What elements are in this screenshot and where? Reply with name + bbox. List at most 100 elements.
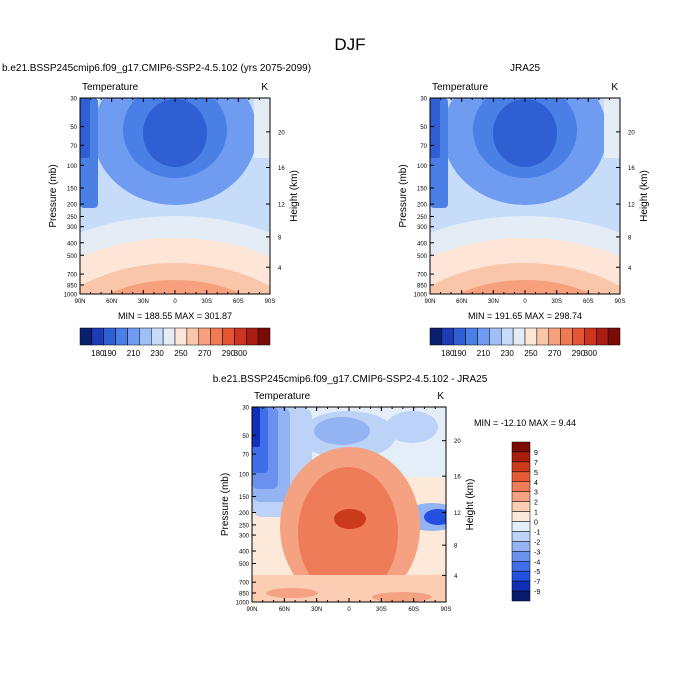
pressure-tick-label: 1000 <box>414 293 428 299</box>
panel-model: b.e21.BSSP245cmip6.f09_g17.CMIP6-SSP2-4.… <box>2 63 311 450</box>
colorbar-swatch <box>139 327 152 346</box>
diff-band-15 <box>266 588 318 598</box>
temp-band-12 <box>121 330 229 450</box>
lat-tick-label: 0 <box>523 299 527 305</box>
colorbar-label: -2 <box>534 539 540 546</box>
temp-band-5 <box>254 98 270 158</box>
colorbar-label: 1 <box>534 510 538 517</box>
pressure-tick-label: 400 <box>67 241 78 247</box>
temp-band-2 <box>143 99 207 167</box>
panel-obs-title: JRA25 <box>510 63 540 74</box>
height-tick-label: 20 <box>278 130 285 136</box>
pressure-tick-label: 100 <box>239 472 250 478</box>
colorbar-label: -5 <box>534 569 540 576</box>
pressure-tick-label: 50 <box>242 434 249 440</box>
pressure-tick-label: 50 <box>420 125 427 131</box>
lat-tick-label: 30N <box>311 607 322 613</box>
colorbar-label: 5 <box>534 470 538 477</box>
colorbar-swatch <box>511 491 531 502</box>
lat-tick-label: 90N <box>246 607 257 613</box>
colorbar-label: 290 <box>572 349 586 358</box>
colorbar-swatch <box>511 461 531 473</box>
height-tick-label: 20 <box>454 439 461 445</box>
lat-tick-label: 90N <box>424 299 435 305</box>
temp-band-9 <box>458 280 592 294</box>
panel-obs-units: K <box>611 82 618 93</box>
pressure-tick-label: 500 <box>239 562 250 568</box>
lat-tick-label: 90N <box>74 299 85 305</box>
height-tick-label: 8 <box>278 235 282 241</box>
temp-band-13 <box>145 348 205 448</box>
colorbar-swatch <box>511 501 531 512</box>
height-tick-label: 16 <box>454 475 461 481</box>
colorbar-swatch <box>222 327 235 346</box>
lat-tick-label: 60S <box>408 607 419 613</box>
colorbar-swatch <box>607 327 621 346</box>
pressure-tick-label: 150 <box>239 495 250 501</box>
panel-diff-contours <box>252 407 446 602</box>
colorbar-swatch <box>511 570 531 582</box>
colorbar-label: 3 <box>534 490 538 497</box>
colorbar-label: 270 <box>548 349 562 358</box>
pressure-tick-label: 1000 <box>64 293 78 299</box>
pressure-tick-label: 200 <box>239 511 250 517</box>
colorbar-label: 190 <box>453 349 467 358</box>
colorbar-label: 230 <box>501 349 515 358</box>
pressure-tick-label: 300 <box>417 225 428 231</box>
colorbar-swatch <box>151 327 164 346</box>
colorbar-swatch <box>511 561 531 572</box>
panel-diff-colorbar: 9 7 5 4 3 2 1 0 -1 -2 -3 -4 -5 -7 -9 <box>511 441 540 602</box>
colorbar-label: -1 <box>534 529 540 536</box>
temp-field <box>430 98 620 450</box>
panel-diff-axes: 305070100150200250300400500700850100090N… <box>220 406 476 614</box>
colorbar-label: 190 <box>103 349 117 358</box>
diff-band-13 <box>334 509 366 529</box>
colorbar-swatch <box>572 327 585 346</box>
temp-field <box>80 98 270 450</box>
panel-diff-stats: MIN = -12.10 MAX = 9.44 <box>474 418 576 428</box>
colorbar-swatch <box>511 531 531 542</box>
panel-obs-axes: 305070100150200250300400500700850100090N… <box>398 97 650 306</box>
page-title: DJF <box>334 35 365 54</box>
colorbar-swatch <box>584 327 597 346</box>
colorbar-swatch <box>511 580 531 592</box>
lat-tick-label: 0 <box>173 299 177 305</box>
pressure-tick-label: 700 <box>67 273 78 279</box>
colorbar-swatch <box>103 327 116 346</box>
panel-diff-title: b.e21.BSSP245cmip6.f09_g17.CMIP6-SSP2-4.… <box>213 374 488 385</box>
y-axis-label: Pressure (mb) <box>220 473 231 536</box>
colorbar-swatch <box>79 327 93 346</box>
colorbar-swatch <box>536 327 549 346</box>
panel-obs-left-label: Temperature <box>432 82 489 93</box>
colorbar-label: -7 <box>534 579 540 586</box>
panel-model-contours <box>80 98 270 450</box>
pressure-tick-label: 250 <box>67 215 78 221</box>
diff-band-8 <box>252 407 260 447</box>
temp-band-12 <box>471 330 579 450</box>
height-tick-label: 8 <box>454 544 458 550</box>
colorbar-swatch <box>257 327 271 346</box>
diff-band-2 <box>314 417 370 445</box>
panel-model-title: b.e21.BSSP245cmip6.f09_g17.CMIP6-SSP2-4.… <box>2 63 311 74</box>
panel-obs-contours <box>430 98 620 450</box>
colorbar-label: 2 <box>534 500 538 507</box>
height-tick-label: 12 <box>454 511 461 517</box>
lat-tick-label: 60N <box>106 299 117 305</box>
height-tick-label: 4 <box>454 574 458 580</box>
diff-field <box>252 407 446 602</box>
colorbar-label: 250 <box>524 349 538 358</box>
temp-band-8 <box>430 263 620 294</box>
pressure-tick-label: 100 <box>67 164 78 170</box>
lat-tick-label: 90S <box>265 299 276 305</box>
pressure-tick-label: 50 <box>70 125 77 131</box>
colorbar-swatch <box>596 327 609 346</box>
colorbar-swatch <box>501 327 514 346</box>
panel-obs-stats: MIN = 191.65 MAX = 298.74 <box>468 311 582 321</box>
pressure-tick-label: 200 <box>417 203 428 209</box>
pressure-tick-label: 850 <box>67 283 78 289</box>
panel-model-units: K <box>261 82 268 93</box>
panel-diff-units: K <box>437 391 444 402</box>
lat-tick-label: 30S <box>376 607 387 613</box>
panel-diff-left-label: Temperature <box>254 391 311 402</box>
diff-band-10 <box>424 509 446 525</box>
